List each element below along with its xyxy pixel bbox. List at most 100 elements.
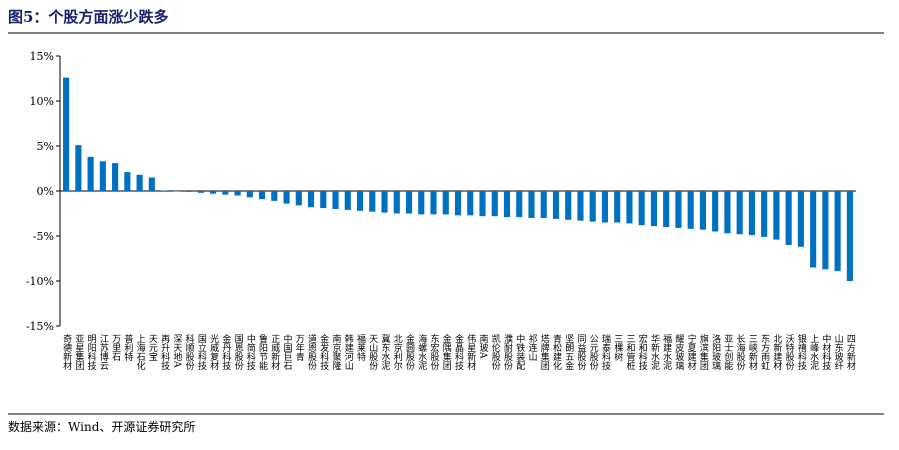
x-tick-label: 北京利尔	[392, 334, 403, 370]
x-tick-label: 中简科技	[245, 333, 256, 371]
bar	[406, 191, 412, 214]
y-tick-label: 5%	[37, 140, 54, 153]
x-tick-label: 上峰水泥	[808, 334, 819, 371]
x-tick-label: 正威新材	[269, 334, 280, 370]
x-tick-label: 国立科技	[196, 334, 207, 371]
bar	[528, 191, 534, 218]
y-tick-label: 0%	[37, 185, 54, 198]
bar	[516, 191, 522, 217]
bar	[602, 191, 608, 223]
x-tick-label: 再升科技	[159, 334, 170, 371]
x-tick-label: 福莱特	[355, 333, 366, 361]
x-tick-label: 金晶科技	[453, 333, 464, 371]
x-tick-label: 凯伦股份	[490, 333, 501, 371]
x-tick-label: 中铁装配	[514, 333, 525, 371]
bar	[308, 191, 314, 207]
bar	[332, 191, 338, 209]
x-tick-label: 江苏博云	[98, 334, 109, 371]
x-tick-label: 坚朗五金	[563, 334, 574, 370]
x-tick-label: 中国巨石	[282, 333, 293, 371]
bar	[63, 78, 69, 191]
x-tick-label: 上海石化	[135, 334, 146, 371]
x-tick-label: 南玻A	[477, 333, 488, 359]
x-tick-label: 洛阳玻璃	[710, 333, 721, 371]
bar	[504, 191, 510, 217]
x-tick-label: 东宏股份	[429, 333, 440, 371]
x-tick-label: 奇德新材	[61, 333, 72, 370]
x-tick-label: 科顺股份	[184, 333, 195, 371]
bar	[210, 191, 216, 194]
x-tick-label: 祁连山	[526, 333, 537, 361]
bar	[345, 191, 351, 210]
bar	[724, 191, 730, 233]
x-tick-label: 天元宝	[147, 334, 158, 361]
x-tick-label: 天山股份	[367, 334, 378, 371]
bar	[271, 191, 277, 201]
bar	[626, 191, 632, 223]
x-tick-label: 濮耐股份	[502, 333, 513, 371]
x-tick-label: 宁夏建材	[686, 333, 697, 370]
x-tick-label: 韩建河山	[343, 333, 354, 370]
x-tick-label: 万年青	[294, 334, 305, 362]
x-tick-label: 北新建材	[771, 334, 782, 370]
x-tick-label: 国恩股份	[233, 334, 244, 371]
bar	[455, 191, 461, 215]
x-tick-label: 金隅集团	[441, 333, 452, 371]
bar	[235, 191, 241, 196]
bar	[810, 191, 816, 268]
x-tick-label: 山东玻纤	[833, 334, 844, 371]
x-tick-label: 亚星集团	[73, 334, 84, 371]
x-tick-label: 瑞泰科技	[600, 333, 611, 371]
x-tick-label: 四方新材	[845, 334, 856, 370]
bar	[835, 191, 841, 271]
bar	[590, 191, 596, 222]
x-tick-label: 冀东水泥	[380, 333, 391, 371]
x-tick-label: 金圆股份	[404, 333, 415, 371]
y-tick-label: -5%	[33, 230, 54, 243]
bar	[467, 191, 473, 215]
bar	[418, 191, 424, 214]
bar	[786, 191, 792, 245]
bar	[137, 175, 143, 191]
x-tick-label: 福建水泥	[661, 333, 672, 371]
bar	[688, 191, 694, 229]
x-tick-label: 深天地A	[171, 334, 182, 368]
x-tick-label: 东方雨虹	[759, 333, 770, 370]
x-tick-label: 宏和科技	[637, 333, 648, 371]
bar	[773, 191, 779, 240]
bar	[712, 191, 718, 232]
x-tick-label: 耀皮玻璃	[673, 334, 684, 371]
bar	[430, 191, 436, 214]
x-tick-label: 南京聚隆	[331, 333, 342, 371]
x-tick-label: 明阳科技	[86, 334, 97, 371]
bar	[651, 191, 657, 226]
source: 数据来源：Wind、开源证券研究所	[8, 419, 195, 434]
x-tick-label: 三峡新材	[747, 334, 758, 370]
x-tick-label: 伟星新材	[465, 333, 476, 370]
chart-title: 图5：个股方面涨少跌多	[8, 8, 168, 26]
bar	[737, 191, 743, 234]
bar	[357, 191, 363, 211]
x-tick-label: 同益股份	[575, 334, 586, 371]
bar	[700, 191, 706, 230]
x-tick-label: 三棵树	[612, 334, 623, 362]
bar	[443, 191, 449, 214]
bar	[749, 191, 755, 235]
x-tick-label: 三和管桩	[624, 334, 635, 371]
bar	[112, 163, 118, 191]
x-tick-label: 光威复材	[208, 333, 219, 370]
x-tick-label: 公元股份	[588, 334, 599, 371]
bar	[479, 191, 485, 216]
bar	[663, 191, 669, 227]
bar	[100, 161, 106, 191]
x-tick-label: 万里石	[110, 334, 121, 362]
bar	[577, 191, 583, 221]
bar	[565, 191, 571, 220]
bar	[283, 191, 289, 204]
bar	[124, 172, 130, 191]
bar	[198, 191, 204, 193]
bar	[761, 191, 767, 237]
bar	[149, 178, 155, 192]
bar	[614, 191, 620, 223]
x-tick-label: 沃特股份	[784, 334, 795, 371]
